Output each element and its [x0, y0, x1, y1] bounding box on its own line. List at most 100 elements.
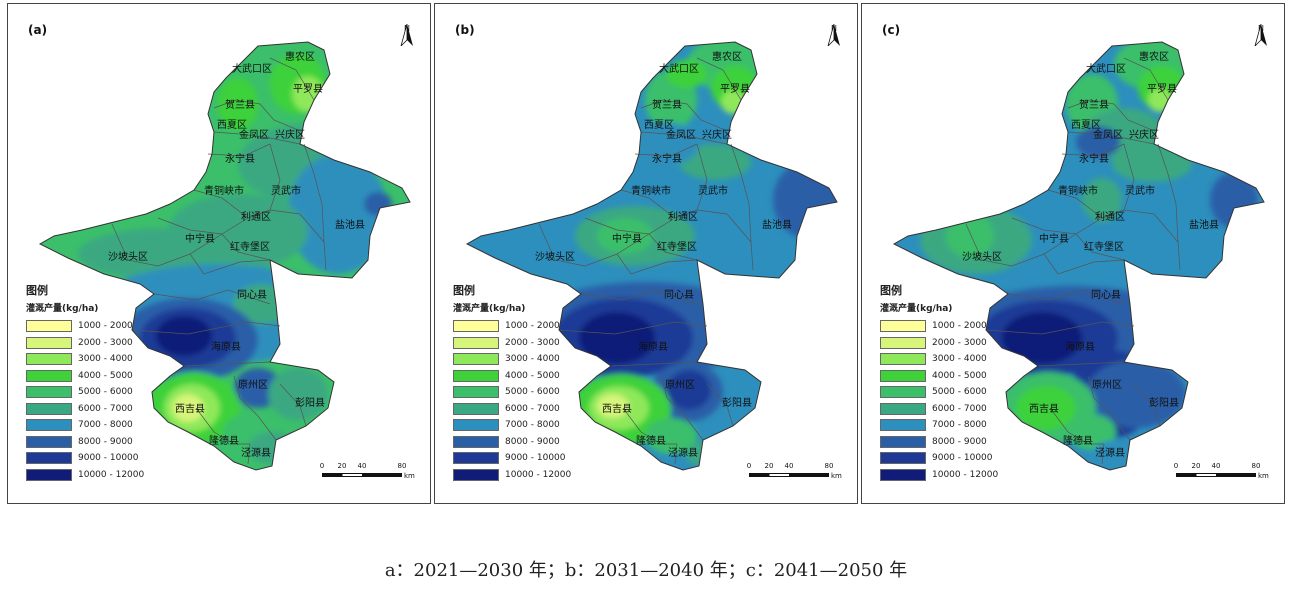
legend-range: 10000 - 12000 [505, 469, 572, 480]
county-border [213, 99, 299, 131]
county-border [247, 209, 325, 243]
scale-bar-segments [1176, 473, 1256, 477]
legend-swatch [26, 402, 72, 415]
county-border [195, 407, 250, 445]
legend-range: 10000 - 12000 [78, 469, 145, 480]
yield-zone [268, 368, 328, 420]
legend-swatch [880, 435, 926, 448]
county-label: 西吉县 [175, 403, 205, 415]
county-label: 永宁县 [1079, 152, 1109, 165]
county-label: 同心县 [1091, 289, 1121, 301]
legend-swatch [26, 336, 72, 349]
legend-subtitle: 灌溉产量(kg/ha) [880, 304, 953, 314]
legend-item: 3000 - 4000 [880, 351, 998, 368]
county-border [207, 143, 271, 157]
legend-range: 10000 - 12000 [932, 469, 999, 480]
county-label: 彭阳县 [722, 396, 752, 409]
legend-range: 1000 - 2000 [932, 321, 987, 332]
legend-range: 4000 - 5000 [78, 370, 133, 381]
panel-label: (b) [455, 23, 475, 37]
region-outline [465, 41, 838, 471]
county-label: 彭阳县 [295, 396, 325, 409]
county-label: 金凤区 [239, 128, 269, 141]
legend-swatch [453, 386, 499, 399]
legend-item: 7000 - 8000 [26, 417, 144, 434]
county-border [706, 383, 734, 427]
county-label: 惠农区 [1139, 50, 1169, 63]
legend-item: 9000 - 10000 [880, 450, 998, 467]
county-label: 金凤区 [666, 128, 696, 141]
county-border [153, 289, 271, 305]
county-border [1101, 443, 1105, 465]
legend-swatch [880, 336, 926, 349]
county-label: 盐池县 [335, 218, 365, 231]
legend-title: 图例 [26, 284, 48, 297]
scale-unit: km [831, 472, 842, 480]
county-border [1157, 143, 1181, 271]
legend-subtitle: 灌溉产量(kg/ha) [453, 304, 526, 314]
legend-range: 9000 - 10000 [505, 453, 566, 464]
county-label: 泾源县 [668, 446, 698, 459]
county-label: 红寺堡区 [230, 240, 270, 253]
legend-swatch [26, 353, 72, 366]
county-label: 永宁县 [652, 152, 682, 165]
north-arrow-shape [827, 24, 840, 46]
legend-item: 1000 - 2000 [26, 318, 144, 335]
county-label: 原州区 [238, 379, 268, 391]
legend-range: 8000 - 9000 [78, 436, 133, 447]
legend-range: 9000 - 10000 [932, 453, 993, 464]
county-label: 红寺堡区 [657, 240, 697, 253]
county-border [269, 57, 315, 101]
county-border [303, 143, 327, 271]
legend-swatch [26, 452, 72, 465]
county-label: 青铜峡市 [631, 184, 671, 197]
yield-zone [1112, 146, 1192, 182]
county-border [111, 223, 223, 267]
legend-range: 6000 - 7000 [78, 403, 133, 414]
legend-range: 3000 - 4000 [78, 354, 133, 365]
legend-swatch [880, 419, 926, 432]
legend-item: 2000 - 3000 [26, 335, 144, 352]
legend-item: 4000 - 5000 [453, 368, 571, 385]
county-label: 海原县 [1065, 340, 1095, 353]
county-label: 隆德县 [636, 434, 666, 447]
scale-unit: km [1258, 472, 1269, 480]
legend-range: 9000 - 10000 [78, 453, 139, 464]
legend-item: 1000 - 2000 [453, 318, 571, 335]
legend-swatch [26, 320, 72, 333]
legend-swatch [453, 402, 499, 415]
legend-item: 10000 - 12000 [880, 467, 998, 484]
legend-range: 6000 - 7000 [932, 403, 987, 414]
county-label: 平罗县 [720, 83, 750, 95]
legend-item: 6000 - 7000 [453, 401, 571, 418]
county-border [696, 57, 742, 101]
legend-item: 5000 - 6000 [26, 384, 144, 401]
county-border [580, 289, 698, 305]
county-border [213, 131, 301, 145]
county-label: 海原县 [638, 340, 668, 353]
yield-zone [1076, 126, 1120, 158]
county-label: 西吉县 [1029, 403, 1059, 415]
legend-title: 图例 [453, 284, 475, 297]
legend-swatch [453, 369, 499, 382]
county-border [233, 375, 277, 441]
scale-tick-label: 20 [337, 462, 347, 470]
legend-item: 3000 - 4000 [453, 351, 571, 368]
legend-swatch [453, 419, 499, 432]
north-arrow-shape [1254, 24, 1267, 46]
county-label: 永宁县 [225, 152, 255, 165]
legend-item: 3000 - 4000 [26, 351, 144, 368]
legend-swatch [453, 320, 499, 333]
county-label: 沙坡头区 [108, 250, 148, 263]
legend-range: 8000 - 9000 [932, 436, 987, 447]
legend-item: 1000 - 2000 [880, 318, 998, 335]
county-border [1123, 57, 1169, 101]
scale-tick-label: 0 [1173, 462, 1179, 470]
legend-swatch [26, 369, 72, 382]
legend-item: 10000 - 12000 [26, 467, 144, 484]
county-border [985, 321, 1135, 335]
county-label: 大武口区 [232, 62, 272, 75]
yield-zone [156, 316, 212, 356]
